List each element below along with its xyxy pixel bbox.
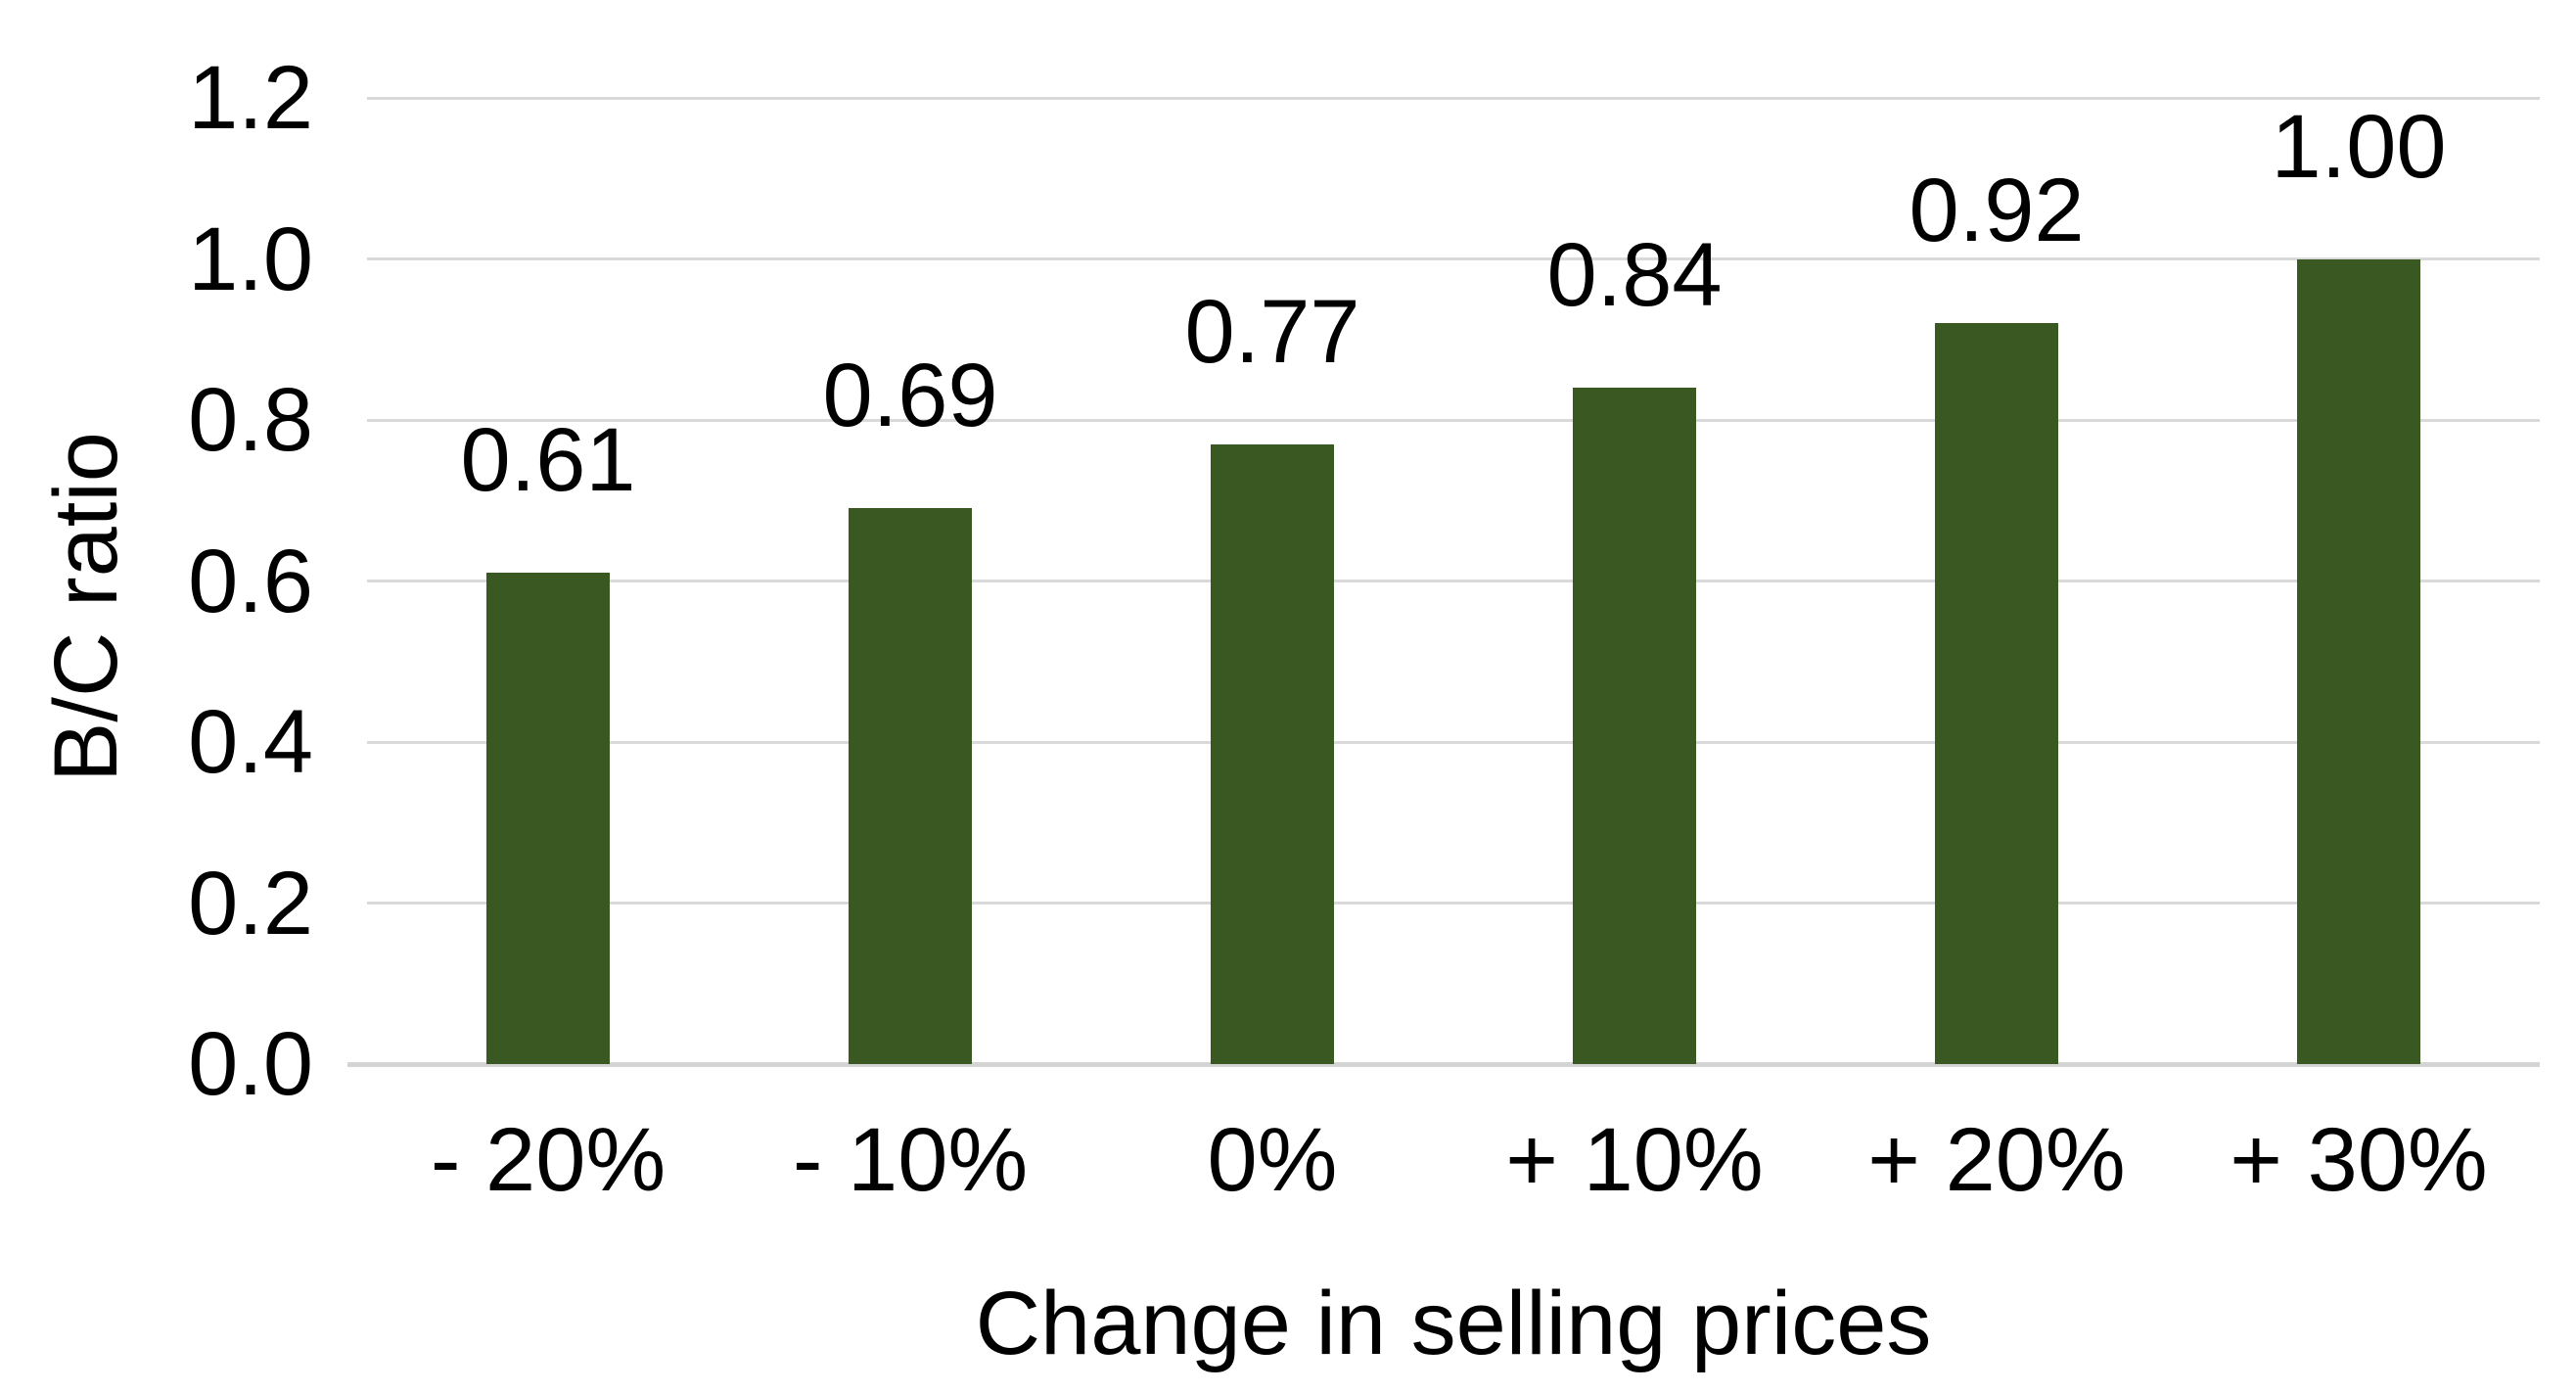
x-tick-label: 0%: [1207, 1110, 1338, 1210]
y-axis-title: B/C ratio: [36, 432, 136, 782]
gridline: [367, 580, 2540, 582]
x-tick-label: + 10%: [1505, 1110, 1764, 1210]
y-tick-label: 0.4: [188, 692, 313, 792]
gridline: [367, 257, 2540, 260]
x-tick-label: - 10%: [792, 1110, 1029, 1210]
x-tick-label: + 20%: [1867, 1110, 2126, 1210]
x-tick-label: + 30%: [2230, 1110, 2488, 1210]
bar-value-label: 0.92: [1909, 161, 2085, 261]
y-tick-label: 0.6: [188, 531, 313, 631]
bar-value-label: 1.00: [2271, 96, 2447, 197]
bar: [1935, 323, 2058, 1064]
gridline: [367, 902, 2540, 905]
x-axis-title: Change in selling prices: [975, 1274, 1932, 1373]
x-tick-label: - 20%: [430, 1110, 667, 1210]
gridline: [367, 740, 2540, 744]
bar-value-label: 0.84: [1546, 225, 1723, 326]
gridline: [367, 96, 2540, 100]
x-axis-line: [347, 1062, 2540, 1067]
y-tick-label: 1.0: [188, 209, 313, 309]
gridline: [367, 418, 2540, 422]
y-tick-label: 0.0: [188, 1014, 313, 1114]
bar-value-label: 0.77: [1184, 281, 1360, 382]
bar-value-label: 0.61: [460, 410, 636, 511]
bar: [849, 508, 972, 1064]
bar: [1573, 388, 1696, 1064]
bar: [1211, 443, 1334, 1064]
y-tick-label: 0.2: [188, 853, 313, 953]
y-tick-label: 1.2: [188, 48, 313, 148]
bar-value-label: 0.69: [822, 346, 998, 446]
y-tick-label: 0.8: [188, 370, 313, 470]
bar: [2297, 258, 2420, 1064]
bar: [486, 573, 610, 1064]
